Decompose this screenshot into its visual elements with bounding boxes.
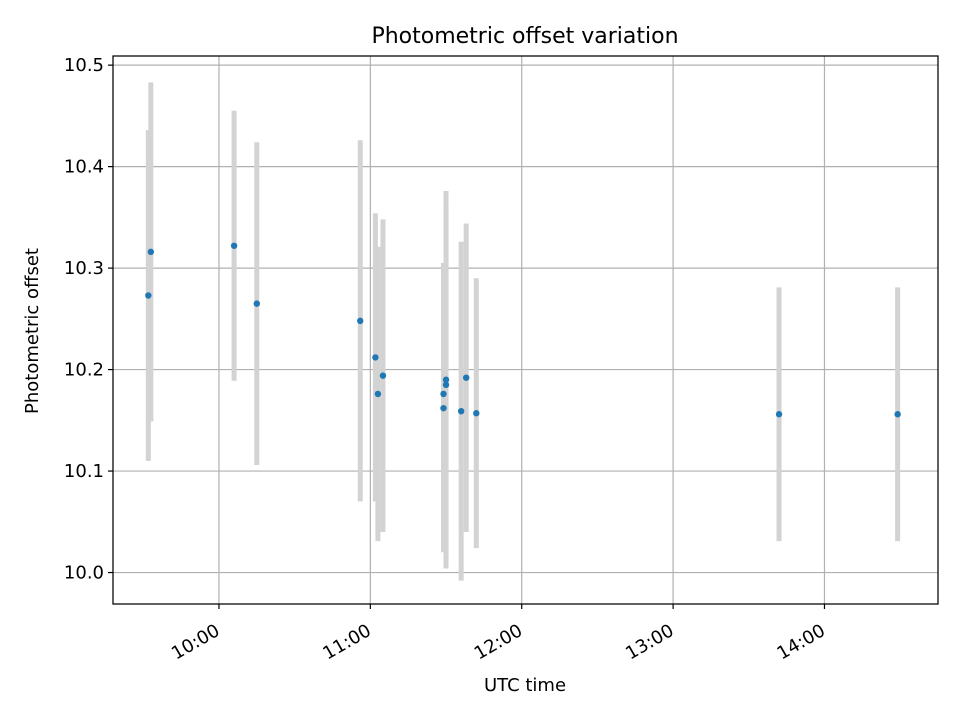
data-point: [357, 317, 364, 325]
y-tick-label: 10.4: [64, 157, 104, 178]
y-axis-ticks: 10.0 10.1 10.2 10.3 10.4 10.5: [64, 55, 113, 584]
grid: [113, 56, 938, 604]
data-point: [440, 404, 447, 412]
data-points: [145, 242, 901, 418]
x-axis-label: UTC time: [484, 675, 566, 696]
y-tick-label: 10.1: [64, 461, 104, 482]
data-point: [372, 354, 379, 361]
data-point: [230, 242, 238, 249]
y-tick-label: 10.0: [64, 563, 104, 584]
data-point: [457, 407, 465, 415]
data-point: [442, 376, 450, 383]
chart-title: Photometric offset variation: [371, 24, 678, 49]
plot-frame: [112, 55, 939, 605]
y-axis-label: Photometric offset: [22, 248, 43, 414]
y-tick-label: 10.3: [64, 258, 104, 279]
data-point: [473, 410, 480, 417]
data-point: [147, 248, 155, 256]
data-point: [442, 381, 450, 388]
data-point: [463, 374, 470, 381]
data-point: [440, 390, 447, 398]
data-point: [894, 411, 901, 418]
data-point: [253, 300, 261, 307]
data-point: [775, 411, 783, 418]
y-tick-label: 10.2: [64, 360, 104, 381]
y-tick-label: 10.5: [64, 55, 104, 76]
data-point: [374, 390, 382, 398]
data-point: [145, 292, 152, 299]
data-point: [379, 372, 387, 379]
